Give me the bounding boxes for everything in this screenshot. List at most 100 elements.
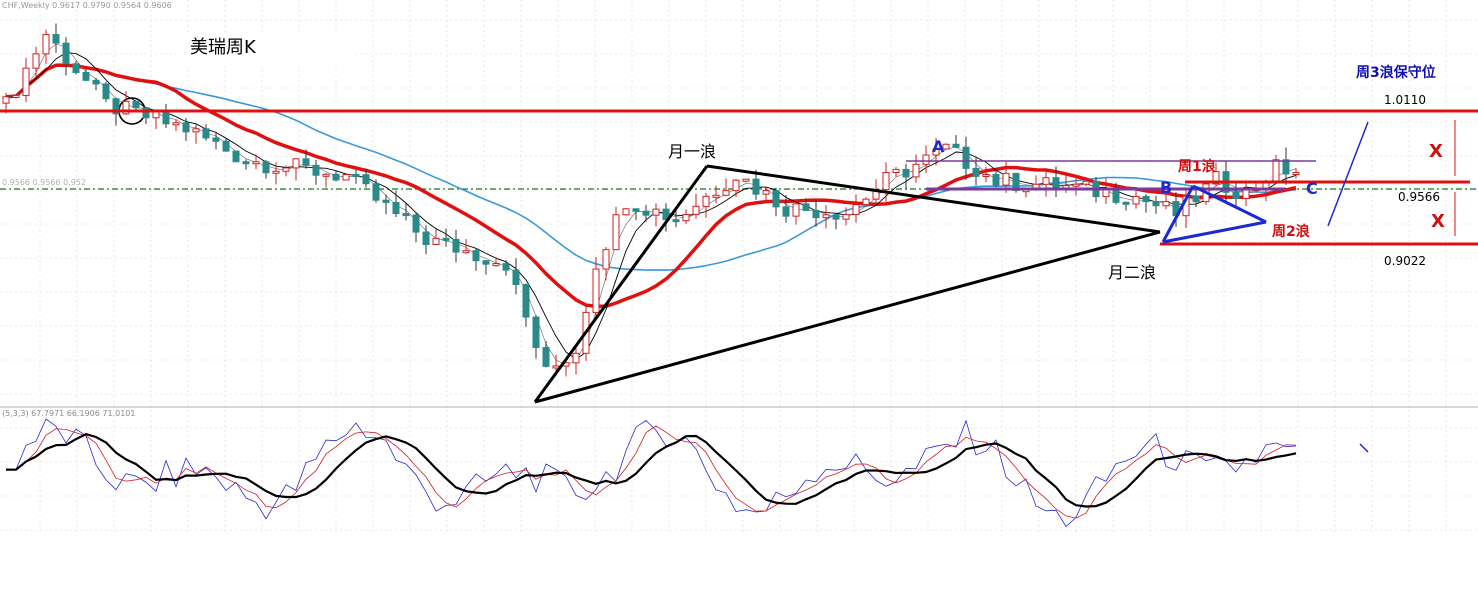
x-upper-label: X — [1429, 141, 1443, 162]
candle-body — [42, 34, 50, 55]
candle-body — [752, 178, 760, 195]
candle-body — [162, 111, 170, 125]
month-wave2-box — [1104, 260, 1174, 286]
candle-body — [922, 154, 930, 165]
week-wave2-label: 周2浪 — [1272, 223, 1310, 240]
candle-body — [782, 206, 790, 217]
candle-body — [722, 190, 730, 196]
candle-body — [812, 209, 820, 219]
candle-body — [382, 199, 390, 203]
candle-body — [432, 237, 440, 245]
candle-body — [652, 208, 660, 216]
candle-body — [832, 214, 840, 220]
ma-info: 0.9566 0.9566 0.952 — [2, 178, 86, 187]
candle-body — [552, 365, 560, 369]
candle-body — [2, 96, 10, 104]
week-wave-line — [1161, 185, 1195, 243]
candle-body — [852, 204, 860, 216]
ma-blue-line — [5, 64, 1297, 271]
candle-body — [712, 194, 720, 198]
candle-body — [902, 168, 910, 178]
candle-body — [822, 214, 830, 219]
candle-body — [732, 179, 740, 192]
candle-body — [82, 71, 90, 81]
candle-body — [362, 174, 370, 185]
month-wave-line — [534, 230, 1161, 404]
candle-body — [532, 316, 540, 349]
candle-body — [312, 164, 320, 176]
candle-body — [212, 137, 220, 142]
candle-body — [422, 231, 430, 245]
candle-body — [482, 260, 490, 265]
oscillator-panel — [5, 418, 1297, 528]
candle-body — [792, 203, 800, 217]
candle-body — [592, 268, 600, 313]
week-wave3-projection — [1327, 121, 1369, 227]
candle-body — [492, 263, 500, 267]
candle-body — [952, 143, 960, 148]
candle-body — [1282, 159, 1290, 175]
candle-body — [112, 98, 120, 115]
candle-body — [662, 208, 670, 221]
candle-body — [1082, 180, 1090, 185]
candle-body — [1112, 189, 1120, 203]
indicator-info: (5,3,3) 67.7971 66.1906 71.0101 — [2, 409, 135, 418]
candle-body — [472, 250, 480, 262]
candle-body — [972, 167, 980, 177]
week-wave-line — [1162, 220, 1267, 244]
stoch-d-line — [5, 425, 1297, 519]
candle-body — [1192, 195, 1200, 203]
price-level-lines — [0, 109, 1478, 246]
candle-body — [242, 161, 250, 165]
candle-body — [392, 201, 400, 215]
chart-title: 美瑞周K — [190, 37, 257, 58]
level-label-top: 1.0110 — [1384, 93, 1426, 107]
candle-body — [642, 210, 650, 216]
candle-body — [52, 34, 60, 44]
candle-body — [912, 163, 920, 178]
month-wave2-label: 月二浪 — [1108, 263, 1156, 282]
candle-body — [322, 173, 330, 177]
stoch-signal-line — [5, 433, 1297, 508]
level-label-mid: 0.9566 — [1398, 190, 1440, 204]
candle-body — [402, 213, 410, 217]
candle-body — [412, 214, 420, 233]
month-wave1-label: 月一浪 — [668, 142, 716, 161]
candle-body — [1212, 171, 1220, 185]
candle-body — [612, 214, 620, 251]
candle-body — [372, 183, 380, 201]
candle-body — [202, 128, 210, 139]
candle-body — [1042, 177, 1050, 185]
candle-body — [632, 208, 640, 212]
candle-body — [1102, 189, 1110, 198]
point-a-label: A — [932, 137, 945, 156]
point-c-label: C — [1306, 179, 1318, 198]
month-wave1-box — [664, 138, 732, 164]
candle-body — [842, 214, 850, 220]
candle-body — [462, 250, 470, 254]
candle-body — [92, 79, 100, 85]
candle-body — [602, 249, 610, 270]
candle-body — [1232, 191, 1240, 200]
point-b-label: B — [1160, 178, 1172, 197]
candle-body — [1122, 201, 1130, 205]
candle-body — [502, 263, 510, 271]
candle-body — [862, 198, 870, 206]
candle-body — [1052, 177, 1060, 190]
moving-averages — [5, 43, 1297, 366]
candle-body — [332, 173, 340, 181]
ma-grey-thin — [5, 43, 1297, 366]
candle-body — [692, 205, 700, 215]
level-label-bottom: 0.9022 — [1384, 254, 1426, 268]
candle-body — [1162, 201, 1170, 207]
ma-black-thin — [5, 52, 1297, 360]
candle-body — [992, 174, 1000, 186]
candle-body — [302, 158, 310, 166]
candle-body — [772, 190, 780, 208]
candle-body — [622, 208, 630, 216]
week-wave3-stop-label: 周3浪保守位 — [1356, 64, 1436, 81]
title-box — [180, 32, 352, 66]
week-wave-line — [1192, 184, 1267, 224]
candle-body — [982, 174, 990, 178]
candle-body — [122, 100, 130, 115]
